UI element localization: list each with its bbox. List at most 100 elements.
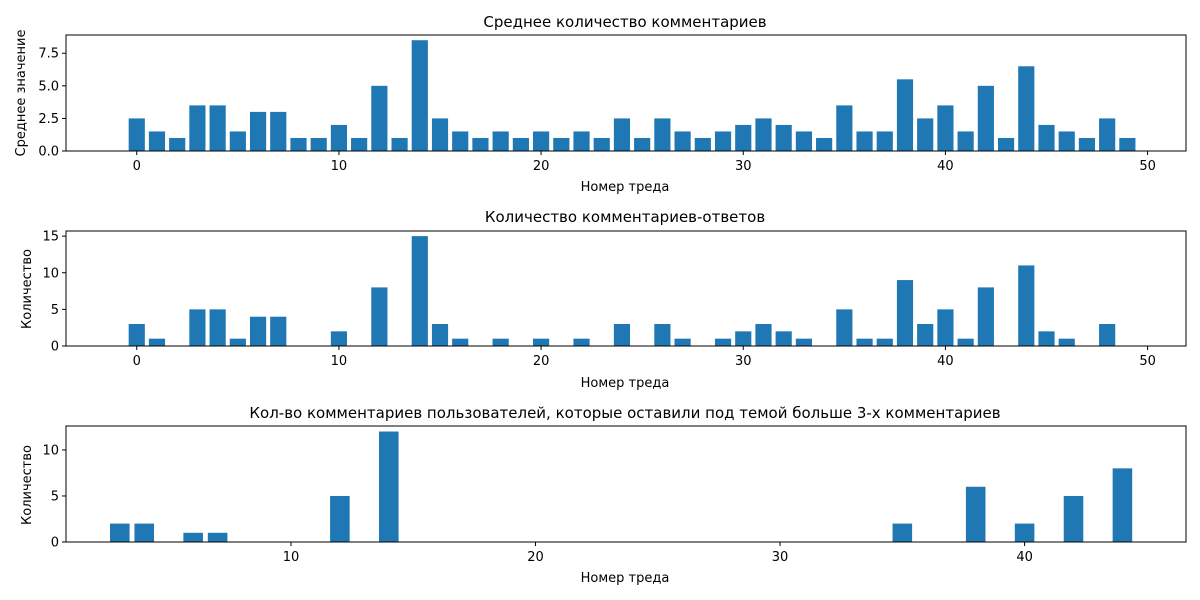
bar (917, 324, 934, 346)
bar (917, 118, 934, 151)
bar (229, 338, 246, 346)
bar (371, 85, 388, 151)
bar (654, 118, 671, 151)
bar (351, 137, 368, 151)
y-tick-label: 10 (42, 443, 59, 458)
bar (553, 137, 570, 151)
axes-frame (65, 34, 1187, 152)
bar (310, 137, 327, 151)
bar (613, 118, 631, 151)
bar (207, 532, 228, 542)
bar (431, 324, 449, 346)
x-tick-label: 30 (735, 159, 752, 174)
bar (1099, 118, 1116, 151)
chart-title: Среднее количество комментариев (483, 13, 766, 31)
bar (977, 287, 994, 346)
bar (674, 131, 691, 151)
y-axis-label: Количество (20, 445, 35, 525)
bar (775, 331, 792, 346)
bar (371, 287, 388, 346)
x-tick-label: 40 (1016, 550, 1033, 565)
bar (573, 131, 590, 151)
bar (896, 280, 914, 346)
bar (892, 523, 913, 542)
bar (533, 131, 550, 151)
bar (795, 131, 812, 151)
bar (134, 523, 155, 542)
bar (189, 309, 206, 346)
bar (209, 309, 226, 346)
bars (110, 431, 1133, 542)
y-tick-label: 7.5 (38, 47, 59, 62)
bar (876, 338, 893, 346)
bar (209, 105, 226, 151)
bar (330, 495, 350, 542)
x-tick-label: 20 (527, 550, 544, 565)
bar (452, 131, 469, 151)
bar (1099, 324, 1116, 346)
x-tick-label: 30 (772, 550, 789, 565)
x-tick-label: 50 (1139, 354, 1156, 369)
bar (169, 137, 186, 151)
bar (755, 118, 772, 151)
bar (411, 40, 428, 151)
bar (674, 338, 691, 346)
axes-frame (65, 230, 1187, 347)
chart-title: Кол-во комментариев пользователей, котор… (249, 404, 1000, 422)
bar (229, 131, 246, 151)
bar (110, 523, 130, 542)
bar (634, 137, 651, 151)
bar (148, 338, 166, 346)
bar (896, 79, 914, 151)
y-tick-label: 5.0 (38, 79, 59, 94)
bar (533, 338, 550, 346)
x-axis-label: Номер треда (581, 571, 670, 586)
bar (856, 131, 873, 151)
y-tick-label: 0 (51, 340, 59, 355)
bar (1119, 137, 1136, 151)
bar (795, 338, 812, 346)
bar (1078, 137, 1096, 151)
y-tick-label: 0.0 (38, 145, 59, 160)
bar (249, 316, 267, 346)
bar (1014, 523, 1035, 542)
bar (472, 137, 489, 151)
bars (128, 236, 1116, 346)
bar (1112, 468, 1133, 542)
bar (755, 324, 772, 346)
axes-frame (65, 425, 1187, 543)
bar (775, 124, 792, 151)
x-axis-label: Номер треда (581, 180, 670, 195)
bar (1038, 124, 1055, 151)
chart-active-user-comments: Кол-во комментариев пользователей, котор… (20, 404, 1187, 586)
bar (512, 137, 529, 151)
x-tick-label: 30 (735, 354, 752, 369)
bar (593, 137, 610, 151)
bar (411, 236, 428, 346)
bar (836, 309, 853, 346)
bar (1038, 331, 1055, 346)
bars (128, 40, 1136, 151)
bar (836, 105, 853, 151)
y-tick-label: 10 (42, 266, 59, 281)
bar (270, 316, 287, 346)
bar (694, 137, 711, 151)
bar (937, 309, 954, 346)
chart-reply-comments: Количество комментариев-ответов Номер тр… (20, 208, 1187, 391)
x-tick-label: 10 (283, 550, 300, 565)
chart-average-comments: Среднее количество комментариев Номер тр… (14, 13, 1187, 195)
bar (290, 137, 307, 151)
bar (1058, 131, 1075, 151)
bar (1058, 338, 1075, 346)
bar (452, 338, 469, 346)
x-tick-label: 20 (533, 354, 550, 369)
bar (714, 131, 732, 151)
x-tick-label: 10 (331, 159, 348, 174)
bar (714, 338, 732, 346)
bar (189, 105, 206, 151)
bar (573, 338, 590, 346)
bar (379, 431, 399, 542)
bar (997, 137, 1015, 151)
x-axis-label: Номер треда (581, 376, 670, 391)
